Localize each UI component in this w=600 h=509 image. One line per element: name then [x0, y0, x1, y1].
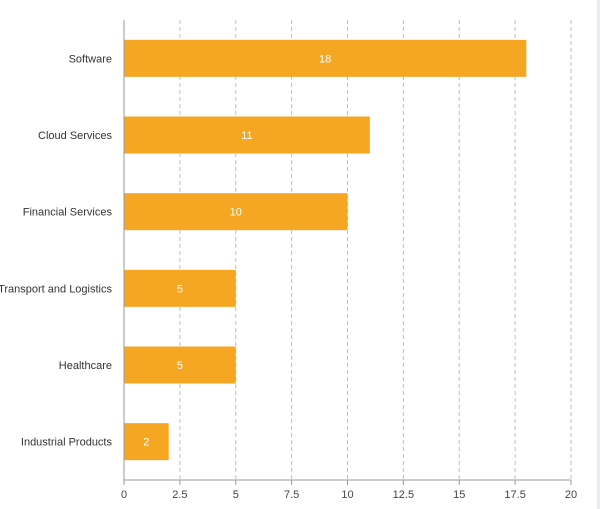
grid-lines — [179, 20, 572, 480]
bar — [124, 193, 348, 231]
category-label: Transport and Logistics — [0, 283, 112, 295]
right-edge-strip — [597, 0, 600, 509]
x-tick-label: 12.5 — [393, 489, 414, 501]
bar-value-label: 5 — [177, 360, 183, 372]
x-tick-label: 15 — [453, 489, 465, 501]
labels: 0 2.5 5 7.5 10 12.5 15 17.5 20 Software 18 Cloud Se… — [0, 53, 577, 501]
bar-value-label: 2 — [143, 437, 149, 449]
bar — [124, 116, 370, 154]
bar-value-label: 18 — [319, 53, 331, 65]
bar — [124, 269, 236, 307]
bar-value-label: 11 — [241, 130, 252, 142]
category-label: Financial Services — [23, 207, 113, 219]
bars — [124, 39, 527, 461]
category-label: Cloud Services — [38, 130, 112, 142]
x-tick-label: 17.5 — [504, 489, 525, 501]
bar-value-label: 10 — [230, 207, 242, 219]
x-tick-label: 0 — [121, 489, 127, 501]
bar — [124, 423, 169, 461]
category-label: Healthcare — [59, 360, 112, 372]
axes — [123, 20, 572, 485]
bar — [124, 346, 236, 384]
x-tick-label: 2.5 — [172, 489, 187, 501]
x-tick-label: 10 — [341, 489, 353, 501]
bar — [124, 39, 527, 77]
category-label: Industrial Products — [21, 437, 113, 449]
x-tick-label: 7.5 — [284, 489, 299, 501]
bar-value-label: 5 — [177, 283, 183, 295]
x-tick-label: 5 — [233, 489, 239, 501]
category-label: Software — [69, 53, 112, 65]
x-tick-label: 20 — [565, 489, 577, 501]
